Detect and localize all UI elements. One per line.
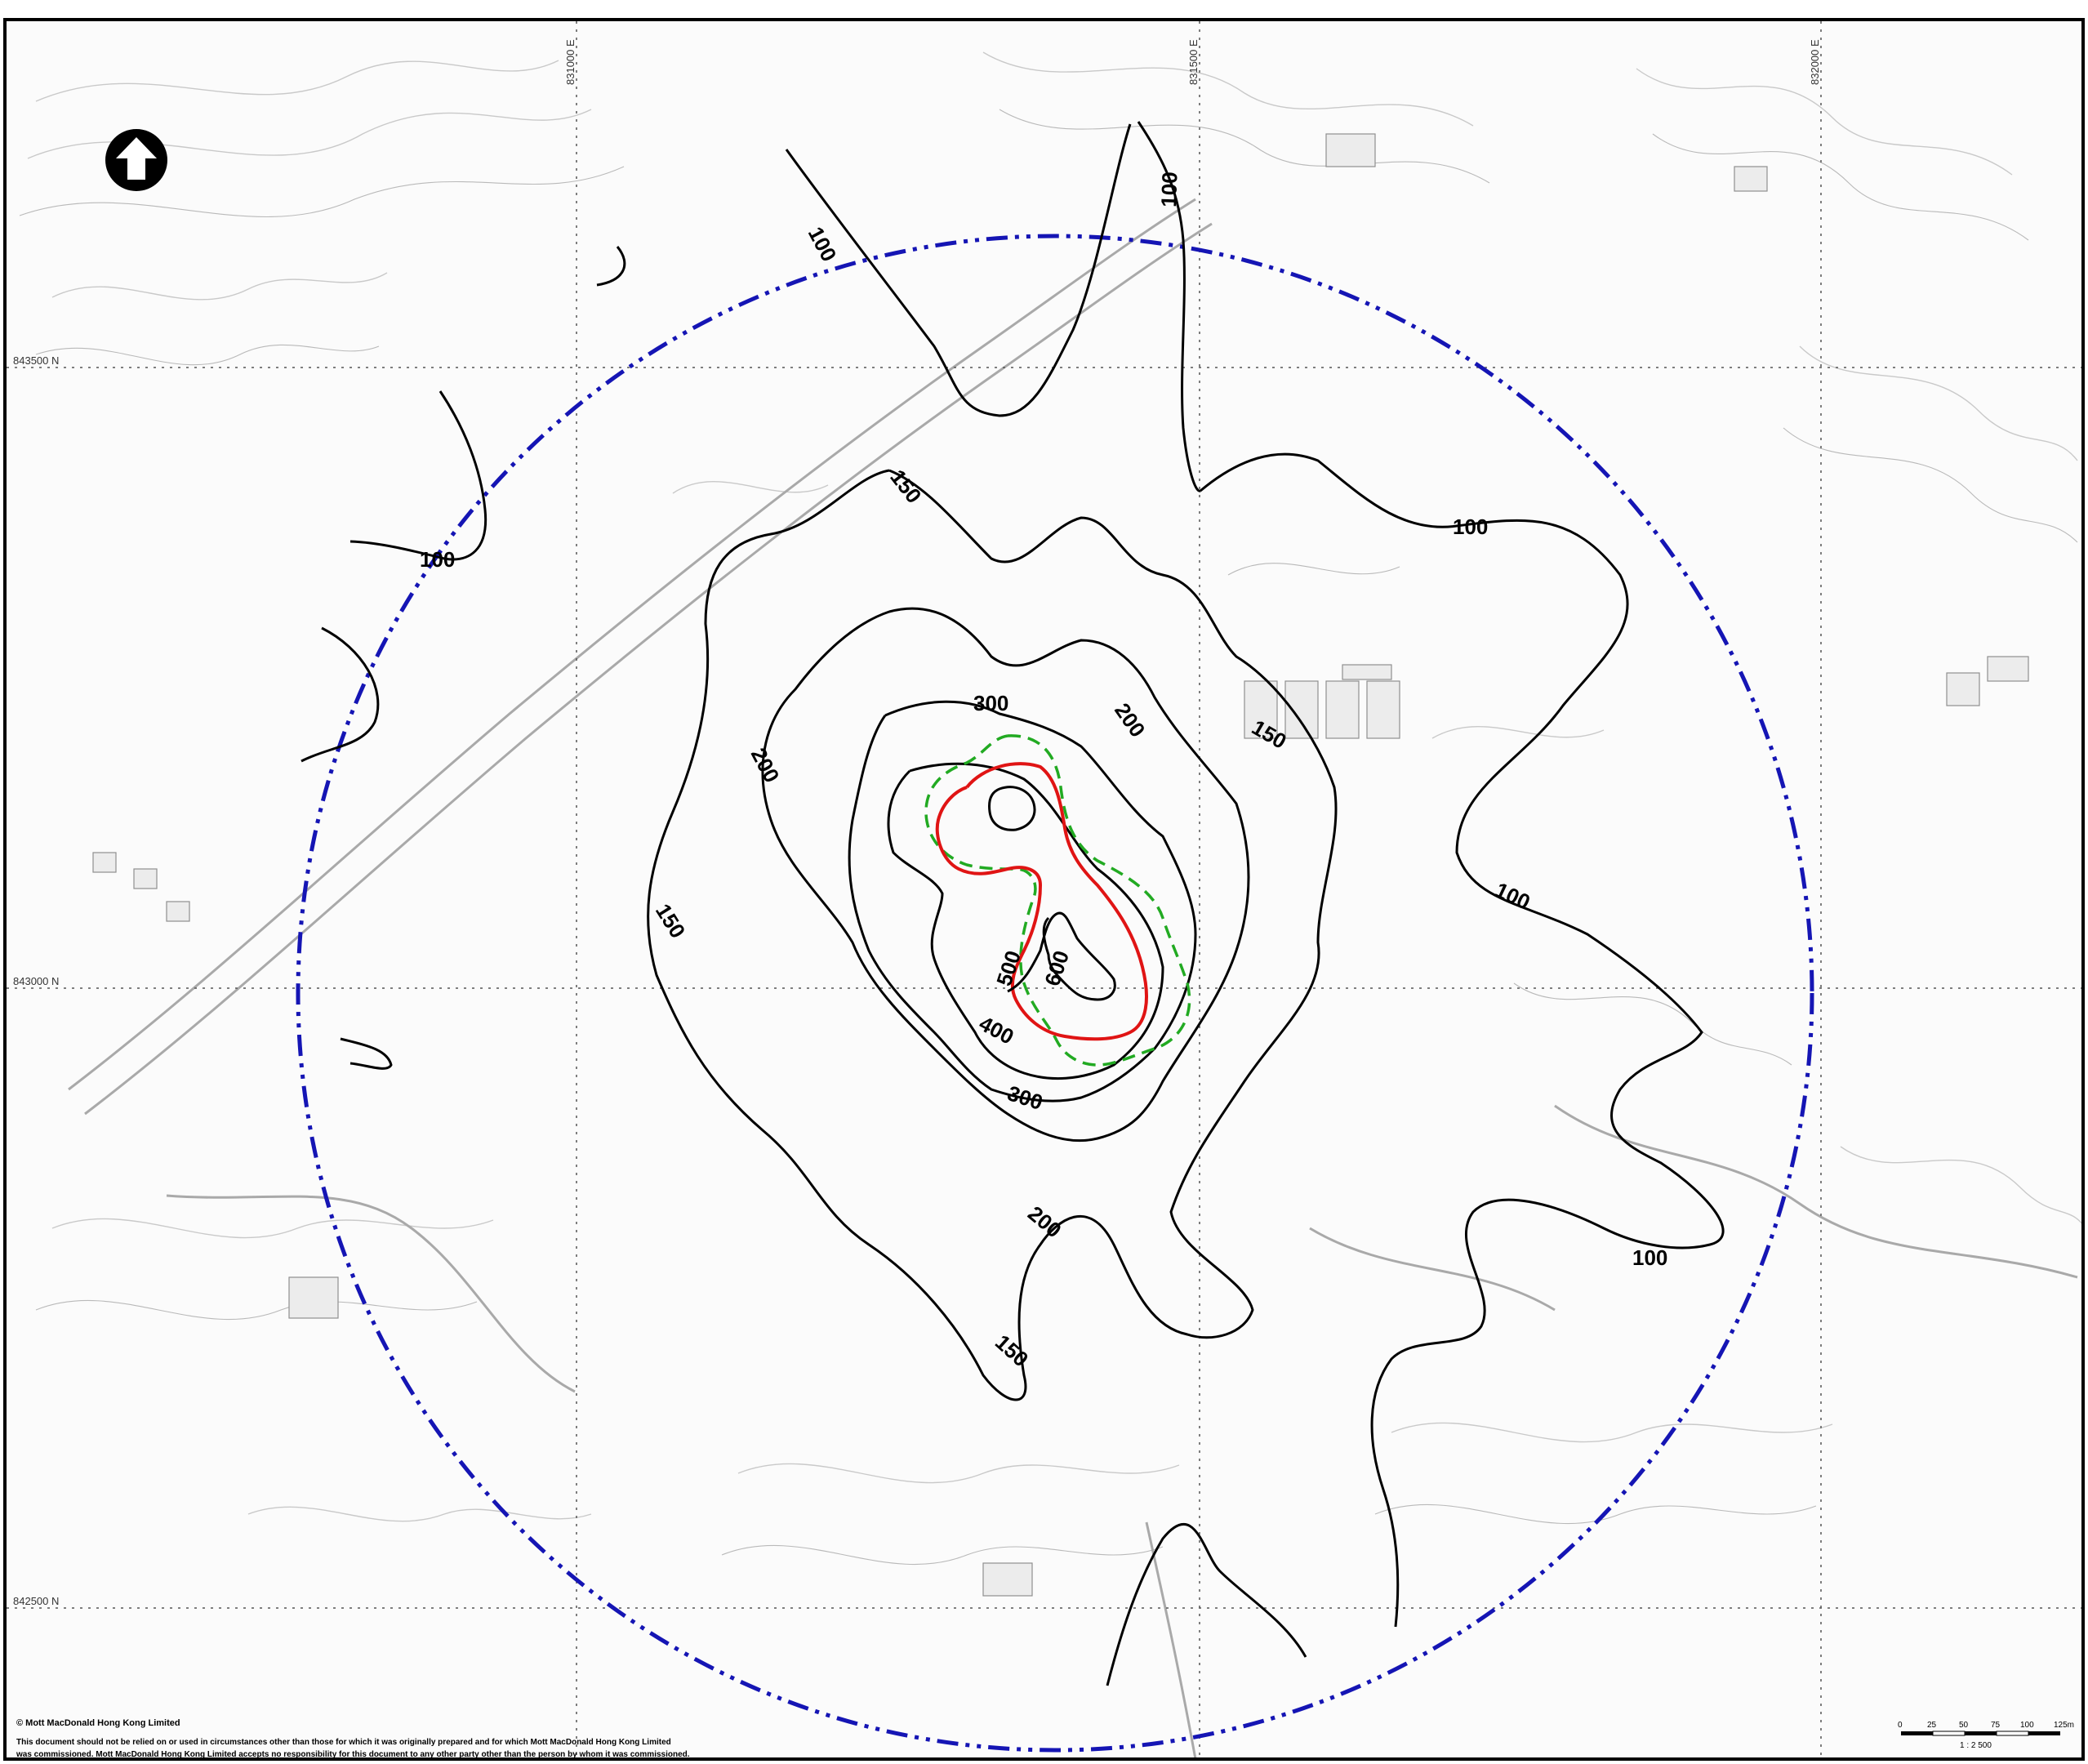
contour-label-100-e: 100 [1453,514,1488,539]
scale-tick-125m: 125m [2054,1721,2074,1730]
map-canvas: 831000 E 831500 E 832000 E 843500 N 8430… [7,21,2081,1757]
scale-ratio: 1 : 2 500 [1960,1741,1992,1750]
contour-label-150-w: 150 [651,899,690,942]
contour-100-northwest [785,123,1132,417]
scale-bar-seg-5 [2028,1731,2060,1735]
disclaimer-text: This document should not be relied on or… [16,1736,817,1761]
scale-tick-25: 25 [1927,1721,1937,1730]
grid-label-832000e: 832000 E [1809,39,1821,85]
contour-label-200-ne: 200 [1110,698,1150,742]
copyright-text: © Mott MacDonald Hong Kong Limited [16,1718,180,1728]
scale-bar-seg-3 [1965,1731,1997,1735]
scale-tick-50: 50 [1959,1721,1969,1730]
grid-labels: 831000 E 831500 E 832000 E 843500 N 8430… [13,39,1821,1607]
buildings [92,133,2029,1597]
study-area-boundary [296,234,1814,1753]
north-arrow-icon [105,129,167,191]
contour-100-group [301,121,1725,1686]
contour-label-100-nw: 100 [804,223,842,265]
contour-label-100-n: 100 [1156,172,1182,207]
contour-label-200-s: 200 [1023,1201,1066,1243]
contour-label-300-n: 300 [973,691,1008,715]
contour-100-south [1106,1522,1307,1686]
grid-label-831500e: 831500 E [1187,39,1200,85]
contour-100-west-upper [349,390,487,561]
map-frame: 831000 E 831500 E 832000 E 843500 N 8430… [3,18,2085,1761]
scale-bar-seg-2 [1932,1731,1966,1736]
site-boundary-green [924,734,1191,1067]
base-topography [19,51,2081,1566]
contour-100-east [1200,452,1725,1628]
disclaimer-line-1: This document should not be relied on or… [16,1738,671,1747]
contour-label-100-se: 100 [1632,1245,1667,1270]
contour-label-300-s: 300 [1004,1080,1046,1115]
disclaimer-line-2: was commissioned. Mott MacDonald Hong Ko… [16,1750,690,1759]
scale-tick-75: 75 [1991,1721,2001,1730]
contour-300 [848,700,1197,1102]
contour-100-west-lower [301,626,380,763]
contour-100-north [1137,121,1201,492]
contour-label-150-s: 150 [991,1330,1033,1371]
contour-label-600: 600 [1040,947,1074,989]
scale-bar-seg-1 [1901,1731,1933,1735]
scale-bar: 0 25 50 75 100 125m 1 : 2 500 [1898,1721,2074,1750]
contour-500 [1007,911,1116,1001]
scale-tick-100: 100 [2020,1721,2034,1730]
grid [7,21,2081,1757]
scale-tick-0: 0 [1898,1721,1903,1730]
grid-label-843500n: 843500 N [13,354,59,367]
grid-label-842500n: 842500 N [13,1595,59,1607]
grid-label-843000n: 843000 N [13,975,59,987]
contour-100-north-hook [596,246,626,287]
contour-red [935,762,1148,1041]
grid-label-831000e: 831000 E [564,39,577,85]
contour-200 [761,607,1250,1143]
contour-150 [647,469,1338,1401]
contour-600 [988,786,1036,831]
scale-bar-seg-4 [1996,1731,2029,1736]
contour-label-200-w: 200 [746,744,785,786]
contour-label-100-w: 100 [420,547,455,572]
contour-100-sw [340,1037,393,1070]
roads [68,198,2078,1757]
